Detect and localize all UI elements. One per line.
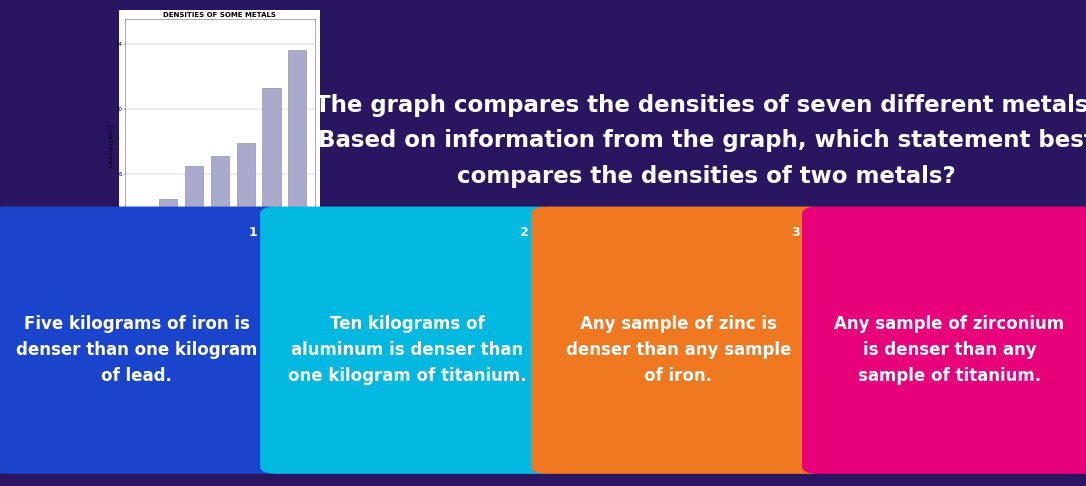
Text: 2: 2 (520, 226, 529, 239)
Bar (288, 51, 306, 272)
Text: ⊕: ⊕ (42, 333, 55, 347)
Bar (211, 156, 229, 272)
Text: Ten kilograms of
aluminum is denser than
one kilogram of titanium.: Ten kilograms of aluminum is denser than… (288, 315, 527, 384)
Title: DENSITIES OF SOME METALS: DENSITIES OF SOME METALS (164, 12, 276, 17)
Text: The graph compares the densities of seven different metals.
Based on information: The graph compares the densities of seve… (315, 94, 1086, 188)
Text: 1: 1 (249, 226, 257, 239)
Text: 3: 3 (791, 226, 799, 239)
Text: Any sample of zinc is
denser than any sample
of iron.: Any sample of zinc is denser than any sa… (566, 315, 792, 384)
Bar (160, 199, 177, 272)
Text: Any sample of zirconium
is denser than any
sample of titanium.: Any sample of zirconium is denser than a… (834, 315, 1064, 384)
Bar (134, 228, 152, 272)
X-axis label: Material: Material (209, 298, 231, 303)
Bar (263, 88, 280, 272)
Text: Five kilograms of iron is
denser than one kilogram
of lead.: Five kilograms of iron is denser than on… (16, 315, 257, 384)
Bar (237, 143, 255, 272)
Bar (185, 166, 203, 272)
Y-axis label: Density (g/cm³): Density (g/cm³) (108, 124, 114, 167)
